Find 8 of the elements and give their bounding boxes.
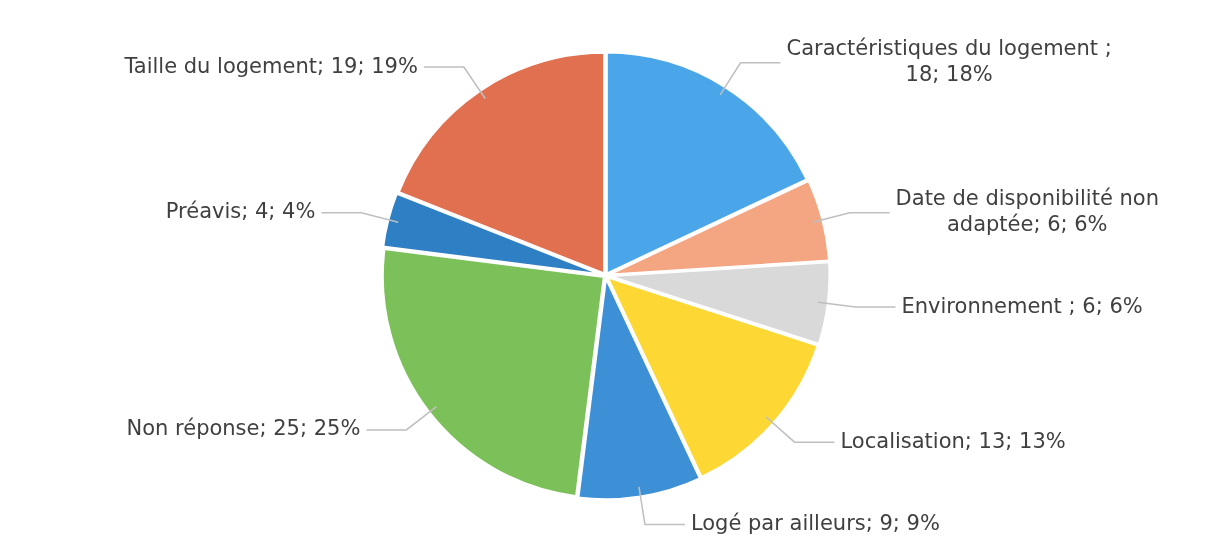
slice-label: Localisation; 13; 13% — [840, 428, 1066, 453]
slice-label: Taille du logement; 19; 19% — [123, 53, 418, 78]
slice-label: Préavis; 4; 4% — [165, 199, 316, 224]
slice-label: Environnement ; 6; 6% — [901, 293, 1143, 318]
slice-label: Date de disponibilité non adaptée; 6; 6% — [895, 186, 1159, 237]
slice-label: Non réponse; 25; 25% — [126, 416, 361, 441]
slice-label: Caractéristiques du logement ; 18; 18% — [786, 36, 1112, 87]
slice-label: Logé par ailleurs; 9; 9% — [690, 510, 940, 535]
